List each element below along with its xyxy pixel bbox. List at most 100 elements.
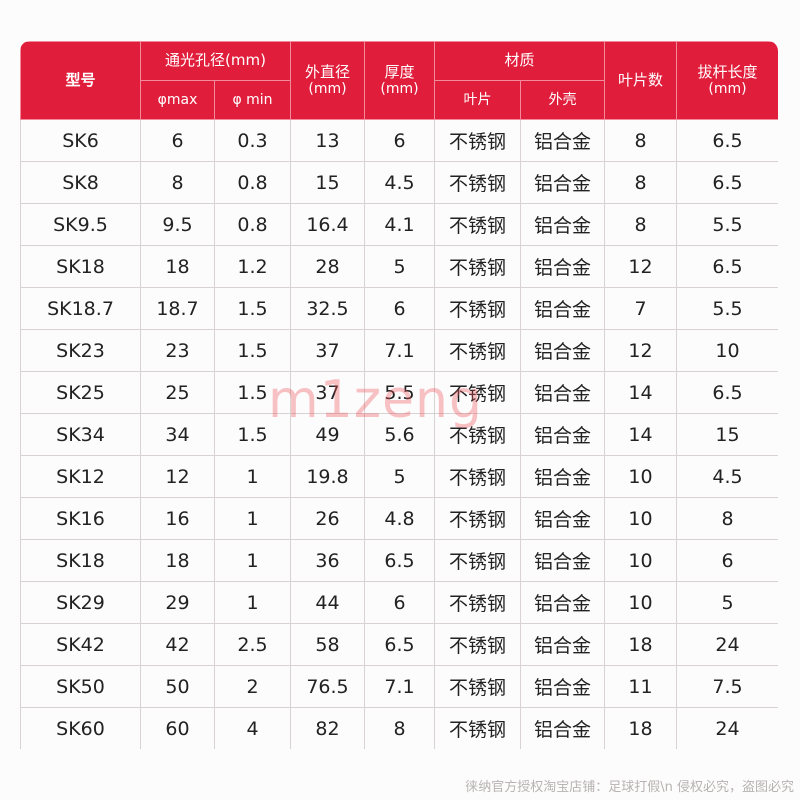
- table-cell: 5: [364, 245, 435, 288]
- table-row: SK18 18 1.2 28 5 不锈钢 铝合金 12 6.5: [20, 245, 778, 288]
- table-cell: 6: [364, 119, 435, 162]
- table-cell: 4.8: [364, 497, 435, 540]
- table-cell: 1.5: [214, 329, 291, 372]
- table-cell: 6: [676, 539, 778, 582]
- table-cell: 15: [676, 413, 778, 456]
- table-cell: SK9.5: [20, 203, 141, 246]
- table-cell: 6: [140, 119, 215, 162]
- table-cell: 7.1: [364, 665, 435, 708]
- table-cell: 18: [140, 539, 215, 582]
- table-cell: 不锈钢: [434, 665, 521, 708]
- table-cell: 铝合金: [519, 455, 606, 498]
- table-cell: 不锈钢: [434, 371, 521, 414]
- header-shell-material: 外壳: [519, 80, 606, 120]
- header-material-group: 材质: [433, 41, 606, 81]
- table-cell: 18: [604, 707, 678, 749]
- table-cell: 8: [604, 119, 678, 162]
- table-cell: SK50: [20, 665, 141, 708]
- table-cell: 15: [290, 161, 365, 204]
- header-blade-count: 叶片数: [604, 41, 678, 120]
- header-lever-length: 拔杆长度 (mm): [676, 41, 778, 120]
- table-cell: 铝合金: [519, 707, 606, 749]
- table-cell: SK6: [20, 119, 141, 162]
- header-outer-diameter-label: 外直径: [304, 62, 350, 81]
- table-cell: 5: [676, 581, 778, 624]
- spec-table: 型号 通光孔径(mm) 外直径 (mm) 厚度 (mm) 材质 叶片数 拔杆长度…: [20, 41, 778, 749]
- table-cell: 10: [604, 581, 678, 624]
- table-cell: 5.5: [364, 371, 435, 414]
- table-cell: 8: [364, 707, 435, 749]
- table-body: SK6 6 0.3 13 6 不锈钢 铝合金 8 6.5 SK8 8 0.8 15 4.5 不锈钢 铝合金 8 6…: [20, 119, 778, 749]
- table-cell: 铝合金: [519, 665, 606, 708]
- table-cell: 10: [604, 539, 678, 582]
- table-header: 型号 通光孔径(mm) 外直径 (mm) 厚度 (mm) 材质 叶片数 拔杆长度…: [20, 41, 778, 120]
- table-cell: 6.5: [364, 623, 435, 666]
- header-lever-length-unit: (mm): [708, 81, 747, 98]
- table-cell: 18: [140, 245, 215, 288]
- table-cell: 19.8: [290, 455, 365, 498]
- header-thickness-label: 厚度: [384, 62, 415, 81]
- table-cell: 不锈钢: [434, 707, 521, 749]
- table-cell: 5.5: [676, 287, 778, 330]
- table-cell: 0.3: [214, 119, 291, 162]
- table-cell: 10: [676, 329, 778, 372]
- table-cell: 铝合金: [519, 203, 606, 246]
- table-cell: 不锈钢: [434, 161, 521, 204]
- table-cell: 不锈钢: [434, 497, 521, 540]
- table-cell: 不锈钢: [434, 245, 521, 288]
- table-cell: SK25: [20, 371, 141, 414]
- table-cell: 49: [290, 413, 365, 456]
- header-phi-min: φ min: [214, 80, 291, 120]
- table-row: SK34 34 1.5 49 5.6 不锈钢 铝合金 14 15: [20, 413, 778, 456]
- table-cell: 29: [140, 581, 215, 624]
- header-outer-diameter: 外直径 (mm): [290, 41, 365, 120]
- footer-copyright: 徕纳官方授权淘宝店铺：足球打假\n 侵权必究，盗图必究: [465, 780, 794, 795]
- table-cell: 14: [604, 371, 678, 414]
- table-cell: 12: [604, 329, 678, 372]
- table-row: SK29 29 1 44 6 不锈钢 铝合金 10 5: [20, 581, 778, 624]
- table-cell: 1.2: [214, 245, 291, 288]
- table-cell: 50: [140, 665, 215, 708]
- table-cell: 14: [604, 413, 678, 456]
- table-cell: 60: [140, 707, 215, 749]
- table-cell: 7: [604, 287, 678, 330]
- table-cell: 76.5: [290, 665, 365, 708]
- header-outer-diameter-unit: (mm): [308, 81, 347, 98]
- table-cell: SK23: [20, 329, 141, 372]
- table-cell: 37: [290, 371, 365, 414]
- table-cell: 6.5: [676, 119, 778, 162]
- table-cell: 6: [364, 581, 435, 624]
- table-row: SK23 23 1.5 37 7.1 不锈钢 铝合金 12 10: [20, 329, 778, 372]
- header-blade-material: 叶片: [434, 80, 521, 120]
- table-row: SK6 6 0.3 13 6 不锈钢 铝合金 8 6.5: [20, 119, 778, 162]
- header-lever-length-label: 拔杆长度: [697, 62, 758, 81]
- table-cell: 4.1: [364, 203, 435, 246]
- table-cell: 0.8: [214, 161, 291, 204]
- table-cell: 16.4: [290, 203, 365, 246]
- table-cell: SK8: [20, 161, 141, 204]
- table-cell: 24: [676, 707, 778, 749]
- header-aperture-group: 通光孔径(mm): [140, 41, 291, 81]
- table-cell: 不锈钢: [434, 623, 521, 666]
- header-model: 型号: [20, 41, 141, 120]
- table-cell: SK34: [20, 413, 141, 456]
- table-row: SK9.5 9.5 0.8 16.4 4.1 不锈钢 铝合金 8 5.5: [20, 203, 778, 246]
- table-cell: 1: [214, 455, 291, 498]
- table-cell: 28: [290, 245, 365, 288]
- table-cell: 7.1: [364, 329, 435, 372]
- table-cell: 1: [214, 539, 291, 582]
- table-cell: 不锈钢: [434, 581, 521, 624]
- table-cell: 12: [604, 245, 678, 288]
- table-cell: 7.5: [676, 665, 778, 708]
- table-cell: 不锈钢: [434, 455, 521, 498]
- table-cell: 铝合金: [519, 245, 606, 288]
- table-cell: 铝合金: [519, 371, 606, 414]
- table-cell: 铝合金: [519, 623, 606, 666]
- table-cell: 9.5: [140, 203, 215, 246]
- table-cell: 18.7: [140, 287, 215, 330]
- table-cell: 42: [140, 623, 215, 666]
- table-cell: 44: [290, 581, 365, 624]
- table-cell: 6.5: [676, 245, 778, 288]
- table-cell: 铝合金: [519, 413, 606, 456]
- table-cell: 6: [364, 287, 435, 330]
